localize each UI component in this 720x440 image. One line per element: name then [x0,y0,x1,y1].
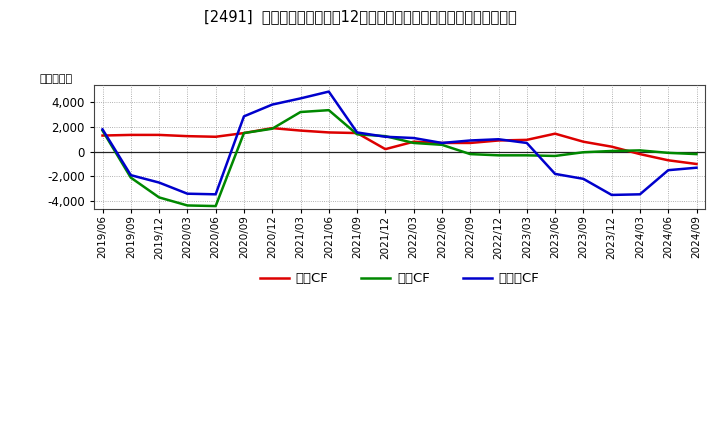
Text: （百万円）: （百万円） [39,73,72,84]
営業CF [608,144,616,149]
営業CF [183,133,192,139]
投資CF [523,153,531,158]
投資CF [438,142,446,147]
投資CF [325,107,333,113]
Line: 営業CF: 営業CF [102,128,696,164]
投資CF [98,128,107,133]
投資CF [494,153,503,158]
フリーCF [523,140,531,146]
営業CF [155,132,163,138]
フリーCF [183,191,192,196]
投資CF [636,148,644,153]
投資CF [664,150,672,155]
フリーCF [410,136,418,141]
営業CF [579,139,588,144]
フリーCF [212,192,220,197]
フリーCF [664,168,672,173]
営業CF [240,130,248,136]
フリーCF [494,136,503,142]
フリーCF [325,89,333,94]
フリーCF [353,130,361,135]
Legend: 営業CF, 投資CF, フリーCF: 営業CF, 投資CF, フリーCF [255,267,544,291]
投資CF [353,132,361,137]
フリーCF [438,140,446,146]
投資CF [127,175,135,180]
投資CF [296,110,305,115]
営業CF [636,151,644,157]
フリーCF [127,172,135,178]
営業CF [212,134,220,139]
フリーCF [466,138,474,143]
営業CF [268,125,276,131]
営業CF [494,138,503,143]
Text: [2491]  キャッシュフローの12か月移動合計の対前年同期増減額の推移: [2491] キャッシュフローの12か月移動合計の対前年同期増減額の推移 [204,9,516,24]
営業CF [692,161,701,167]
投資CF [183,203,192,208]
フリーCF [268,102,276,107]
フリーCF [692,165,701,170]
営業CF [353,130,361,136]
営業CF [466,140,474,146]
フリーCF [608,192,616,198]
投資CF [410,140,418,146]
投資CF [579,150,588,155]
営業CF [551,131,559,136]
フリーCF [381,134,390,139]
営業CF [98,133,107,138]
投資CF [268,126,276,132]
フリーCF [579,176,588,181]
営業CF [664,158,672,163]
投資CF [240,130,248,136]
営業CF [127,132,135,138]
投資CF [212,203,220,209]
Line: 投資CF: 投資CF [102,110,696,206]
投資CF [551,153,559,158]
営業CF [523,137,531,143]
フリーCF [296,96,305,101]
営業CF [296,128,305,133]
営業CF [381,147,390,152]
営業CF [410,139,418,144]
フリーCF [240,114,248,119]
投資CF [155,195,163,200]
投資CF [381,133,390,139]
フリーCF [98,127,107,132]
投資CF [466,151,474,157]
営業CF [325,130,333,135]
投資CF [608,148,616,154]
投資CF [692,151,701,157]
フリーCF [636,192,644,197]
Line: フリーCF: フリーCF [102,92,696,195]
営業CF [438,140,446,146]
フリーCF [155,180,163,185]
フリーCF [551,171,559,176]
